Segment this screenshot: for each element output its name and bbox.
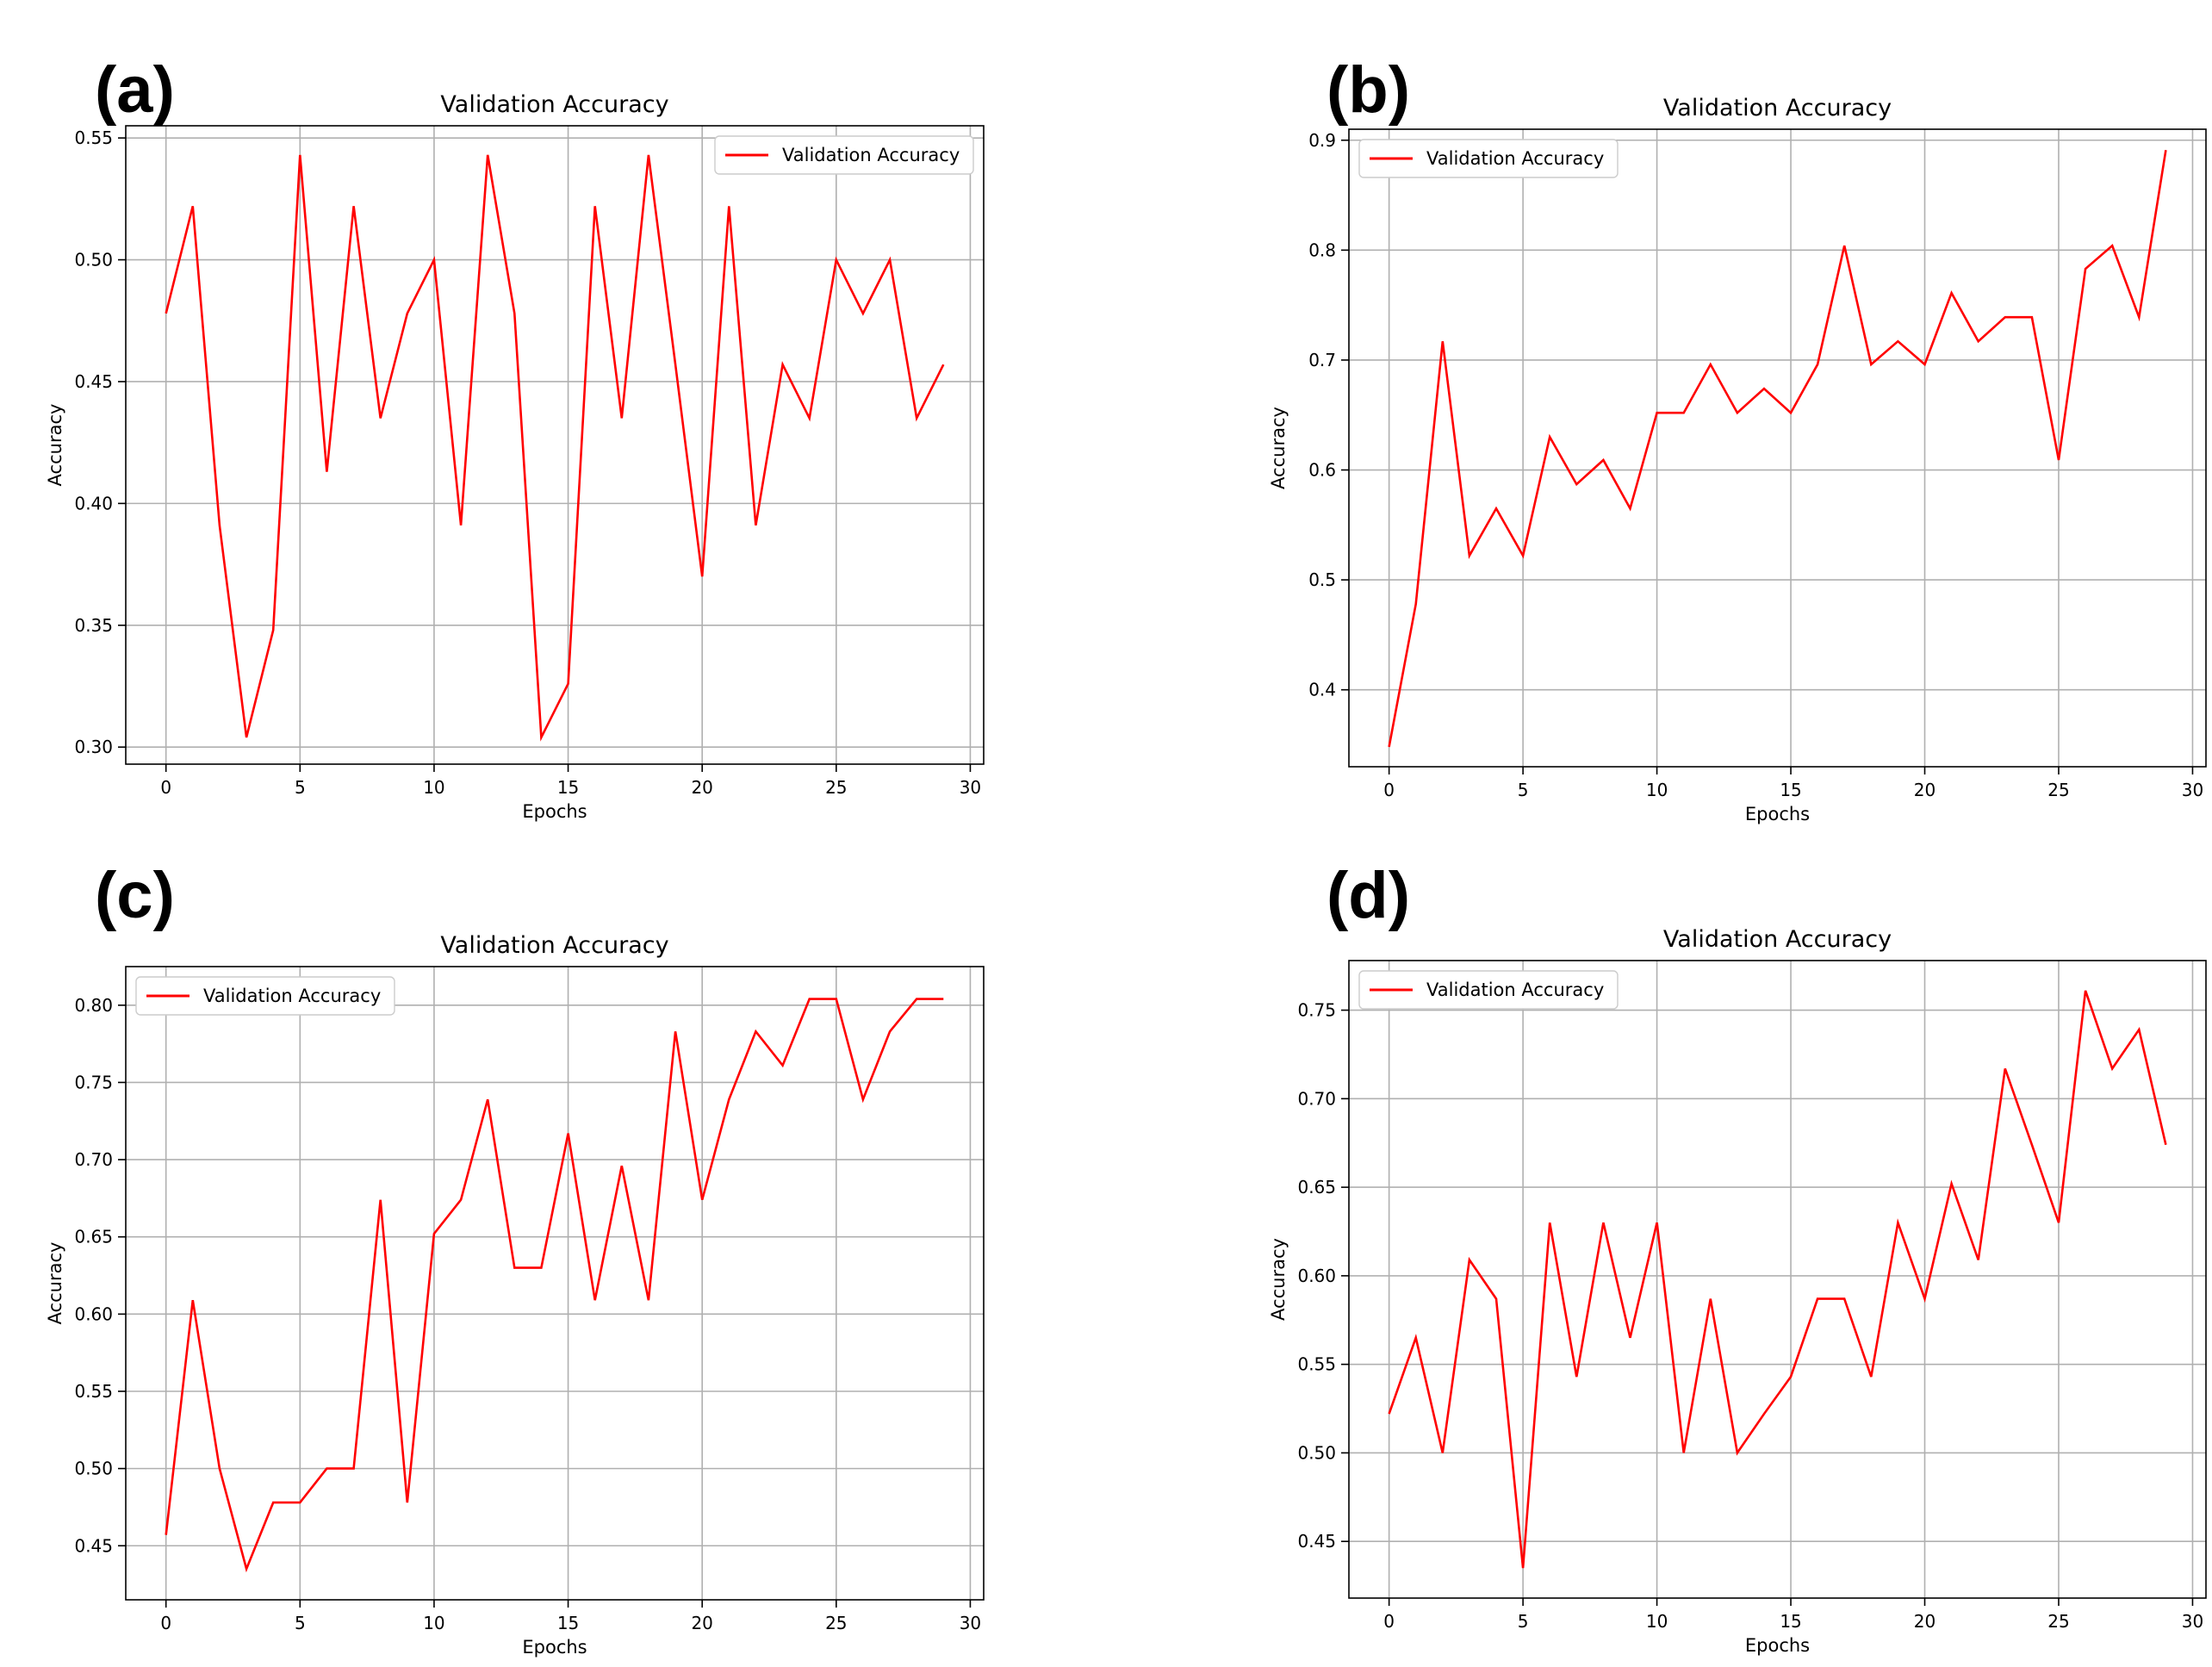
y-tick-label-d: 0.45 — [1297, 1531, 1336, 1552]
legend-label-d: Validation Accuracy — [1426, 980, 1604, 1000]
chart-a-svg: (a) Validation Accuracy 0 5 10 15 20 25 30 0.30 0.… — [45, 53, 985, 822]
y-tick-label-b: 0.6 — [1308, 460, 1336, 481]
chart-panel-c: (c) Validation Accuracy 0 5 10 15 20 25 30 0.45 0.… — [0, 833, 1106, 1666]
y-axis-label-d: Accuracy — [1268, 1238, 1289, 1321]
panel-label-b: (b) — [1327, 53, 1410, 127]
series-line-a — [165, 154, 945, 742]
y-tick-label-b: 0.4 — [1308, 680, 1336, 700]
series-line-c — [165, 998, 944, 1573]
y-tick-label-a: 0.50 — [74, 250, 113, 271]
x-tick-label-c: 10 — [423, 1613, 444, 1633]
x-tick-label-b: 15 — [1780, 780, 1801, 800]
y-tick-label-c: 0.70 — [74, 1149, 113, 1170]
y-tick-label-a: 0.40 — [74, 493, 113, 513]
x-tick-label-a: 20 — [691, 777, 712, 798]
x-axis-label-b: Epochs — [1745, 804, 1810, 824]
legend-label-b: Validation Accuracy — [1426, 148, 1604, 169]
legend-box-d — [1358, 970, 1619, 1010]
y-tick-label-c: 0.50 — [74, 1459, 113, 1479]
x-axis-label-c: Epochs — [522, 1637, 587, 1658]
y-tick-label-b: 0.7 — [1308, 350, 1336, 370]
x-tick-label-b: 30 — [2182, 780, 2203, 800]
x-tick-label-a: 30 — [960, 777, 981, 798]
y-tick-label-d: 0.60 — [1297, 1266, 1336, 1286]
y-tick-label-a: 0.30 — [74, 737, 113, 757]
y-tick-label-d: 0.70 — [1297, 1088, 1336, 1109]
y-tick-label-d: 0.50 — [1297, 1442, 1336, 1463]
x-tick-label-a: 25 — [825, 777, 847, 798]
x-tick-label-d: 10 — [1646, 1611, 1668, 1632]
chart-c-svg: (c) Validation Accuracy 0 5 10 15 20 25 30 0.45 0.… — [45, 859, 985, 1658]
x-tick-label-a: 0 — [160, 777, 171, 798]
legend-box-a — [714, 135, 974, 175]
x-tick-label-b: 20 — [1914, 780, 1936, 800]
x-tick-label-d: 0 — [1383, 1611, 1395, 1632]
x-tick-label-b: 25 — [2047, 780, 2069, 800]
y-tick-label-c: 0.60 — [74, 1303, 113, 1324]
y-tick-label-b: 0.5 — [1308, 569, 1336, 590]
chart-title-c: Validation Accuracy — [440, 932, 668, 959]
x-tick-label-c: 30 — [960, 1613, 981, 1633]
y-tick-label-b: 0.8 — [1308, 239, 1336, 260]
legend-label-a: Validation Accuracy — [782, 145, 960, 165]
y-tick-label-c: 0.65 — [74, 1227, 113, 1247]
x-tick-label-d: 20 — [1914, 1611, 1936, 1632]
plot-frame-b — [1348, 128, 2207, 768]
y-tick-label-a: 0.35 — [74, 615, 113, 636]
x-tick-label-a: 10 — [423, 777, 444, 798]
x-tick-label-d: 15 — [1780, 1611, 1801, 1632]
x-tick-label-c: 15 — [557, 1613, 579, 1633]
y-tick-label-c: 0.80 — [74, 995, 113, 1016]
x-tick-label-c: 0 — [160, 1613, 171, 1633]
y-tick-label-d: 0.55 — [1297, 1354, 1336, 1375]
legend-label-c: Validation Accuracy — [203, 986, 381, 1006]
y-tick-label-c: 0.75 — [74, 1072, 113, 1092]
chart-b-svg: (b) Validation Accuracy 0 5 10 15 20 25 30 0.4 0.5… — [1268, 53, 2207, 824]
y-tick-label-c: 0.45 — [74, 1535, 113, 1556]
chart-panel-a: (a) Validation Accuracy 0 5 10 15 20 25 30 0.30 0.… — [0, 0, 1106, 833]
series-line-b — [1388, 149, 2167, 748]
chart-panel-b: (b) Validation Accuracy 0 5 10 15 20 25 30 0.4 0.5… — [1106, 0, 2212, 833]
chart-d-svg: (d) Validation Accuracy 0 5 10 15 20 25 30 0.45 0.… — [1268, 859, 2207, 1656]
x-tick-label-d: 25 — [2047, 1611, 2069, 1632]
x-tick-label-b: 10 — [1646, 780, 1668, 800]
plot-frame-a — [125, 125, 985, 765]
y-axis-label-a: Accuracy — [45, 404, 65, 487]
x-tick-label-a: 15 — [557, 777, 579, 798]
y-tick-label-c: 0.55 — [74, 1381, 113, 1402]
x-tick-label-d: 5 — [1518, 1611, 1529, 1632]
legend-box-b — [1358, 139, 1619, 178]
plot-frame-d — [1348, 960, 2207, 1599]
x-tick-label-a: 5 — [295, 777, 306, 798]
x-tick-label-b: 0 — [1383, 780, 1395, 800]
y-tick-label-d: 0.65 — [1297, 1177, 1336, 1197]
y-tick-label-d: 0.75 — [1297, 1000, 1336, 1021]
x-axis-label-d: Epochs — [1745, 1635, 1810, 1656]
chart-panel-d: (d) Validation Accuracy 0 5 10 15 20 25 30 0.45 0.… — [1106, 833, 2212, 1666]
panel-label-a: (a) — [95, 53, 175, 127]
y-tick-label-b: 0.9 — [1308, 130, 1336, 151]
y-axis-label-c: Accuracy — [45, 1242, 65, 1325]
series-line-d — [1388, 990, 2167, 1569]
y-tick-label-a: 0.45 — [74, 371, 113, 392]
x-tick-label-c: 20 — [691, 1613, 712, 1633]
x-tick-label-b: 5 — [1518, 780, 1529, 800]
x-axis-label-a: Epochs — [522, 801, 587, 822]
chart-title-a: Validation Accuracy — [440, 91, 668, 118]
chart-title-d: Validation Accuracy — [1663, 926, 1892, 953]
x-tick-label-d: 30 — [2182, 1611, 2203, 1632]
panel-label-d: (d) — [1327, 859, 1410, 932]
plot-frame-c — [125, 966, 985, 1601]
x-tick-label-c: 5 — [295, 1613, 306, 1633]
x-tick-label-c: 25 — [825, 1613, 847, 1633]
panel-label-c: (c) — [95, 859, 175, 932]
y-tick-label-a: 0.55 — [74, 128, 113, 148]
y-axis-label-b: Accuracy — [1268, 407, 1289, 489]
chart-title-b: Validation Accuracy — [1663, 95, 1892, 121]
legend-box-c — [135, 976, 395, 1016]
